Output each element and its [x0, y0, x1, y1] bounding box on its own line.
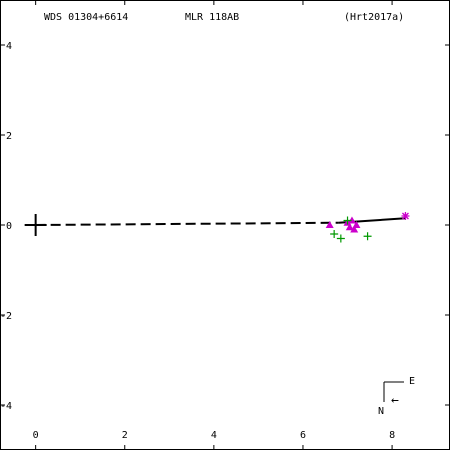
obs-triangle-0-2 — [347, 216, 356, 224]
y-tick-label-0: 4 — [6, 41, 12, 52]
obs-triangle-0-3 — [345, 223, 354, 231]
obs-plus-1-2 — [343, 216, 352, 225]
obs-triangle-0-5 — [350, 225, 359, 233]
y-tick-label-1: 2 — [6, 131, 12, 142]
obs-triangle-0-0 — [325, 221, 334, 228]
x-tick-label-3: 6 — [300, 430, 306, 441]
y-tick-label-2: 0 — [6, 221, 12, 232]
compass-north-label: N — [378, 406, 384, 417]
y-tick-label-3: -2 — [0, 311, 12, 322]
x-tick-label-4: 8 — [389, 430, 395, 441]
x-tick-label-0: 0 — [33, 430, 39, 441]
x-tick-label-2: 4 — [211, 430, 217, 441]
obs-plus-1-3 — [363, 232, 372, 241]
discoverer-label: MLR 118AB — [185, 12, 239, 23]
wds-id-label: WDS 01304+6614 — [44, 12, 128, 23]
obs-plus-1-0 — [330, 230, 339, 238]
compass-rose: E N ← — [378, 376, 415, 417]
obs-plus-1-1 — [336, 234, 345, 243]
obs-asterisk-2-0 — [401, 212, 410, 220]
orbit-dashed-line — [35, 221, 339, 226]
x-tick-label-1: 2 — [122, 430, 128, 441]
compass-arrow-icon: ← — [391, 393, 399, 408]
y-tick-label-4: -4 — [0, 401, 12, 412]
compass-east-label: E — [409, 376, 415, 387]
orbit-ref-label: (Hrt2017a) — [344, 12, 404, 23]
